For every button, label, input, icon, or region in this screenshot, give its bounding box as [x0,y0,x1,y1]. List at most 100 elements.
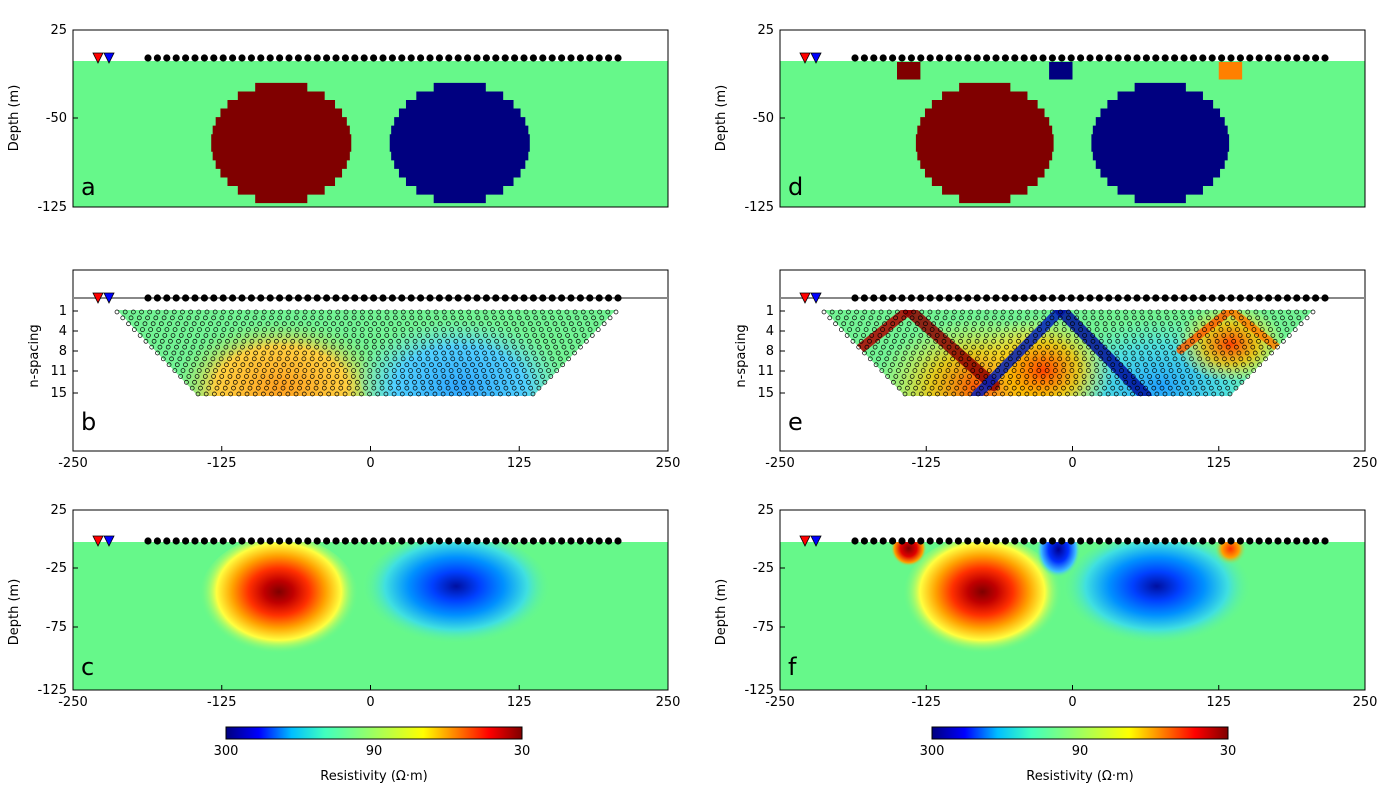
pseudosection-datapoint [1152,327,1158,332]
pseudosection-datapoint [1044,385,1050,391]
pseudosection-datapoint [256,344,262,350]
pseudosection-datapoint [343,315,349,321]
electrode-marker [501,537,509,545]
pseudosection-datapoint [231,344,237,350]
pseudosection-datapoint [368,309,373,315]
pseudosection-datapoint [1061,327,1067,332]
electrode-marker [285,54,293,62]
pseudosection-datapoint [260,356,265,362]
pseudosection-datapoint [863,327,869,332]
pseudosection-datapoint [421,385,426,391]
pseudosection-datapoint [905,344,911,350]
pseudosection-datapoint [277,315,283,321]
pseudosection-datapoint [518,379,523,385]
pseudosection-datapoint [564,309,570,315]
electrode-marker [1133,294,1141,302]
pseudosection-datapoint [1254,356,1260,362]
electrode-marker [229,54,237,62]
pseudosection-datapoint [224,321,230,327]
pseudosection-datapoint [194,374,200,379]
pseudosection-datapoint [194,315,200,321]
pseudosection-datapoint [310,315,316,321]
pseudosection-datapoint [314,362,320,368]
pseudosection-datapoint [958,374,964,379]
electrode-marker [1293,537,1301,545]
pseudosection-datapoint [425,333,431,338]
pseudosection-datapoint [306,344,311,350]
electrode-marker [1283,54,1291,62]
pseudosection-datapoint [461,362,467,368]
pseudosection-datapoint [457,374,463,379]
electrode-marker [1208,537,1216,545]
pseudosection-datapoint [516,356,522,362]
pseudosection-datapoint [179,350,185,356]
pseudosection-datapoint [384,356,389,362]
pseudosection-datapoint [1206,338,1212,344]
pseudosection-datapoint [589,309,594,315]
electrode-marker [388,537,396,545]
electrode-marker [200,294,208,302]
pseudosection-datapoint [293,374,299,379]
panel-b-letter: b [81,408,96,436]
electrode-marker [1255,537,1263,545]
pseudosection-datapoint [387,379,393,385]
pseudosection-datapoint [1139,356,1145,362]
pseudosection-datapoint [1195,350,1201,356]
pseudosection-datapoint [886,309,892,315]
electrode-marker [1208,294,1216,302]
pseudosection-datapoint [1259,327,1265,332]
electrode-marker [238,54,246,62]
pseudosection-datapoint [1226,327,1232,332]
electrode-marker [501,54,509,62]
electrode-marker [992,537,1000,545]
pseudosection-datapoint [526,338,532,344]
pseudosection-datapoint [1205,356,1211,362]
pseudosection-datapoint [425,374,430,379]
pseudosection-datapoint [1106,379,1112,385]
electrode-marker [926,537,934,545]
pseudosection-datapoint [1074,309,1080,315]
electrode-marker [1265,537,1273,545]
pseudosection-datapoint [202,374,208,379]
pseudosection-datapoint [424,327,430,332]
pseudosection-datapoint [1310,309,1316,315]
pseudosection-datapoint [1179,350,1185,356]
panel-f-xtick-label: -250 [765,695,795,710]
pseudosection-datapoint [244,333,250,338]
electrode-marker [332,537,340,545]
pseudosection-datapoint [159,321,164,327]
pseudosection-datapoint [1176,344,1182,350]
electrode-marker [1208,54,1216,62]
pseudosection-datapoint [1015,379,1021,385]
pseudosection-datapoint [174,362,180,368]
pseudosection-datapoint [990,379,996,385]
pseudosection-datapoint [359,333,365,338]
pseudosection-datapoint [327,309,333,315]
pseudosection-datapoint [322,344,328,350]
pseudosection-datapoint [1073,379,1079,385]
pseudosection-datapoint [906,362,912,368]
pseudosection-datapoint [1040,391,1046,397]
electrode-marker [576,294,585,302]
pseudosection-datapoint [1065,379,1070,385]
pseudosection-datapoint [1188,309,1194,315]
pseudosection-datapoint [896,385,902,391]
pseudosection-datapoint [269,391,274,397]
pseudosection-datapoint [1098,338,1104,344]
potential-electrode-marker [103,535,115,547]
pseudosection-datapoint [935,350,941,356]
pseudosection-datapoint [533,315,539,321]
pseudosection-datapoint [220,333,225,338]
pseudosection-datapoint [388,338,393,344]
panel-f-ytick-label: -125 [744,683,774,698]
pseudosection-datapoint [605,309,611,315]
pseudosection-datapoint [1269,309,1275,315]
pseudosection-datapoint [897,344,903,350]
pseudosection-datapoint [552,362,557,368]
pseudosection-datapoint [371,338,377,344]
pseudosection-datapoint [136,315,142,321]
pseudosection-datapoint [450,309,455,315]
pseudosection-datapoint [326,368,332,373]
pseudosection-datapoint [503,344,509,350]
